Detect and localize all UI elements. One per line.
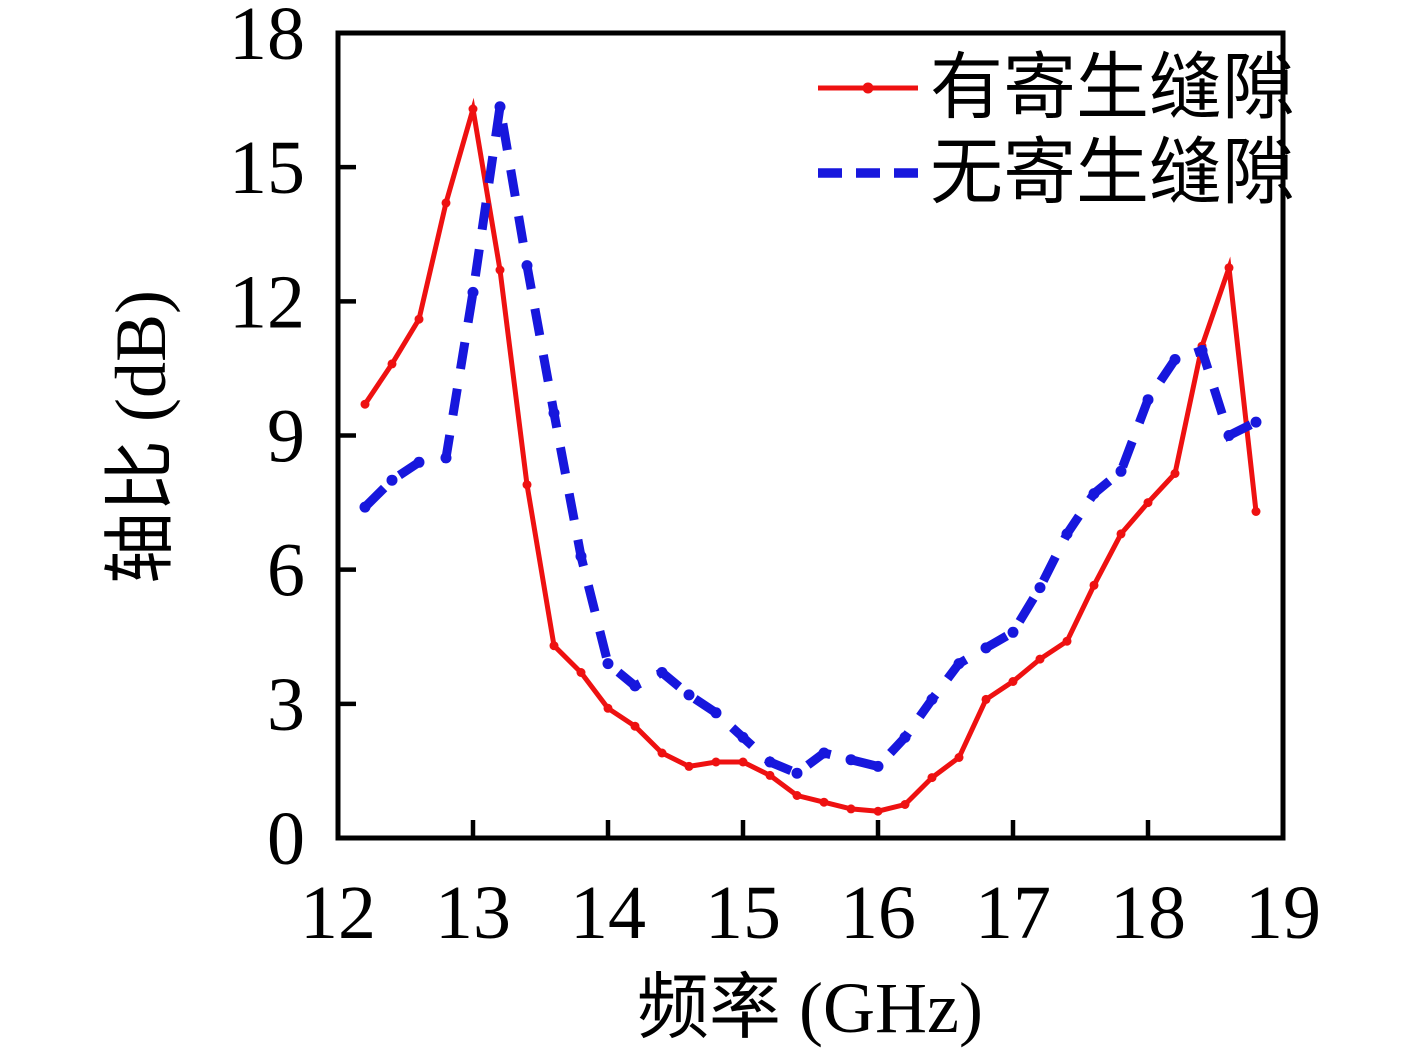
series-marker xyxy=(1008,677,1018,686)
series-marker xyxy=(1115,465,1127,477)
legend-marker-dot xyxy=(862,82,874,94)
series-marker xyxy=(629,680,641,692)
series-marker xyxy=(1196,345,1208,356)
x-tick-label: 16 xyxy=(840,871,916,955)
series-marker xyxy=(1062,636,1072,646)
series-marker xyxy=(791,767,803,779)
series-marker xyxy=(1142,394,1154,406)
series-marker xyxy=(494,101,506,113)
y-axis-title: 轴比 (dB) xyxy=(101,290,181,584)
legend-label-without-slot: 无寄生缝隙 xyxy=(930,132,1295,213)
series-marker xyxy=(386,474,398,486)
series-marker xyxy=(683,689,695,701)
series-marker xyxy=(549,641,559,651)
series-marker xyxy=(1250,416,1262,428)
series-marker xyxy=(413,456,425,468)
series-marker xyxy=(926,693,938,705)
legend-item-without-slot: 无寄生缝隙 xyxy=(818,132,1295,213)
series-marker xyxy=(981,694,991,704)
series-marker xyxy=(548,407,560,419)
x-tick-label: 19 xyxy=(1245,871,1321,955)
series-marker xyxy=(1035,654,1045,664)
series-marker xyxy=(521,260,533,272)
legend: 有寄生缝隙 无寄生缝隙 xyxy=(818,47,1295,213)
series-marker xyxy=(927,773,937,783)
x-tick-label: 14 xyxy=(570,871,646,955)
series-marker xyxy=(711,757,721,767)
series-marker xyxy=(467,286,479,298)
x-axis-title: 频率 (GHz) xyxy=(637,968,983,1048)
series-marker xyxy=(764,756,776,768)
series-marker xyxy=(1088,488,1100,500)
series-marker xyxy=(899,731,911,743)
x-tick-label: 17 xyxy=(975,871,1051,955)
series-marker xyxy=(603,703,613,713)
y-tick-label: 0 xyxy=(267,797,305,881)
series-marker xyxy=(1251,507,1261,516)
series-marker xyxy=(1061,528,1073,540)
series-marker xyxy=(575,550,587,562)
series-line-without-slot xyxy=(361,106,1259,779)
series-marker xyxy=(414,314,424,324)
series-marker xyxy=(845,754,857,766)
series-marker xyxy=(441,198,451,208)
series-marker xyxy=(360,399,370,409)
series-marker xyxy=(846,804,856,814)
x-tick-label: 13 xyxy=(435,871,511,955)
series-marker xyxy=(818,747,830,759)
series-marker xyxy=(387,359,397,369)
series-marker xyxy=(630,721,640,731)
y-tick-label: 3 xyxy=(267,663,305,747)
series-marker xyxy=(1116,529,1126,539)
y-tick-label: 6 xyxy=(267,529,305,613)
series-marker xyxy=(737,731,749,743)
series-marker xyxy=(656,667,668,678)
x-tick-label: 12 xyxy=(300,871,376,955)
series-marker xyxy=(359,501,371,513)
series-marker xyxy=(657,748,667,758)
series-marker xyxy=(765,770,775,780)
legend-label-with-slot: 有寄生缝隙 xyxy=(930,47,1295,128)
series-marker xyxy=(792,791,802,800)
series-marker xyxy=(900,800,910,809)
series-marker xyxy=(872,760,884,772)
series-marker xyxy=(602,658,614,670)
series-marker xyxy=(819,797,829,807)
series-marker xyxy=(980,642,992,654)
series-marker xyxy=(468,104,478,114)
series-marker xyxy=(576,668,586,677)
series-marker xyxy=(1143,498,1153,508)
series-marker xyxy=(954,753,964,762)
series-marker xyxy=(873,806,883,816)
series-line-with-slot xyxy=(362,97,1259,814)
series-marker xyxy=(684,761,694,771)
series-marker xyxy=(522,480,532,490)
series-marker xyxy=(1169,354,1181,365)
series-marker xyxy=(1089,580,1099,590)
series-marker xyxy=(1170,469,1180,478)
series-marker xyxy=(440,452,452,464)
legend-item-with-slot: 有寄生缝隙 xyxy=(818,47,1295,128)
series-marker xyxy=(1007,626,1019,638)
series-marker xyxy=(738,757,748,767)
y-tick-label: 18 xyxy=(229,0,305,76)
y-tick-label: 15 xyxy=(229,126,305,210)
x-tick-label: 18 xyxy=(1110,871,1186,955)
plot-content: 12 13 14 15 16 17 18 19 0 3 6 9 12 15 18 xyxy=(229,0,1321,955)
series-marker xyxy=(953,658,965,670)
y-tick-label: 9 xyxy=(267,395,305,479)
series-marker xyxy=(1224,263,1234,273)
series-marker xyxy=(495,265,505,275)
series-marker xyxy=(710,707,722,719)
series-marker xyxy=(1223,430,1235,441)
series-marker xyxy=(1034,582,1046,594)
y-tick-label: 12 xyxy=(229,260,305,344)
x-tick-label: 15 xyxy=(705,871,781,955)
